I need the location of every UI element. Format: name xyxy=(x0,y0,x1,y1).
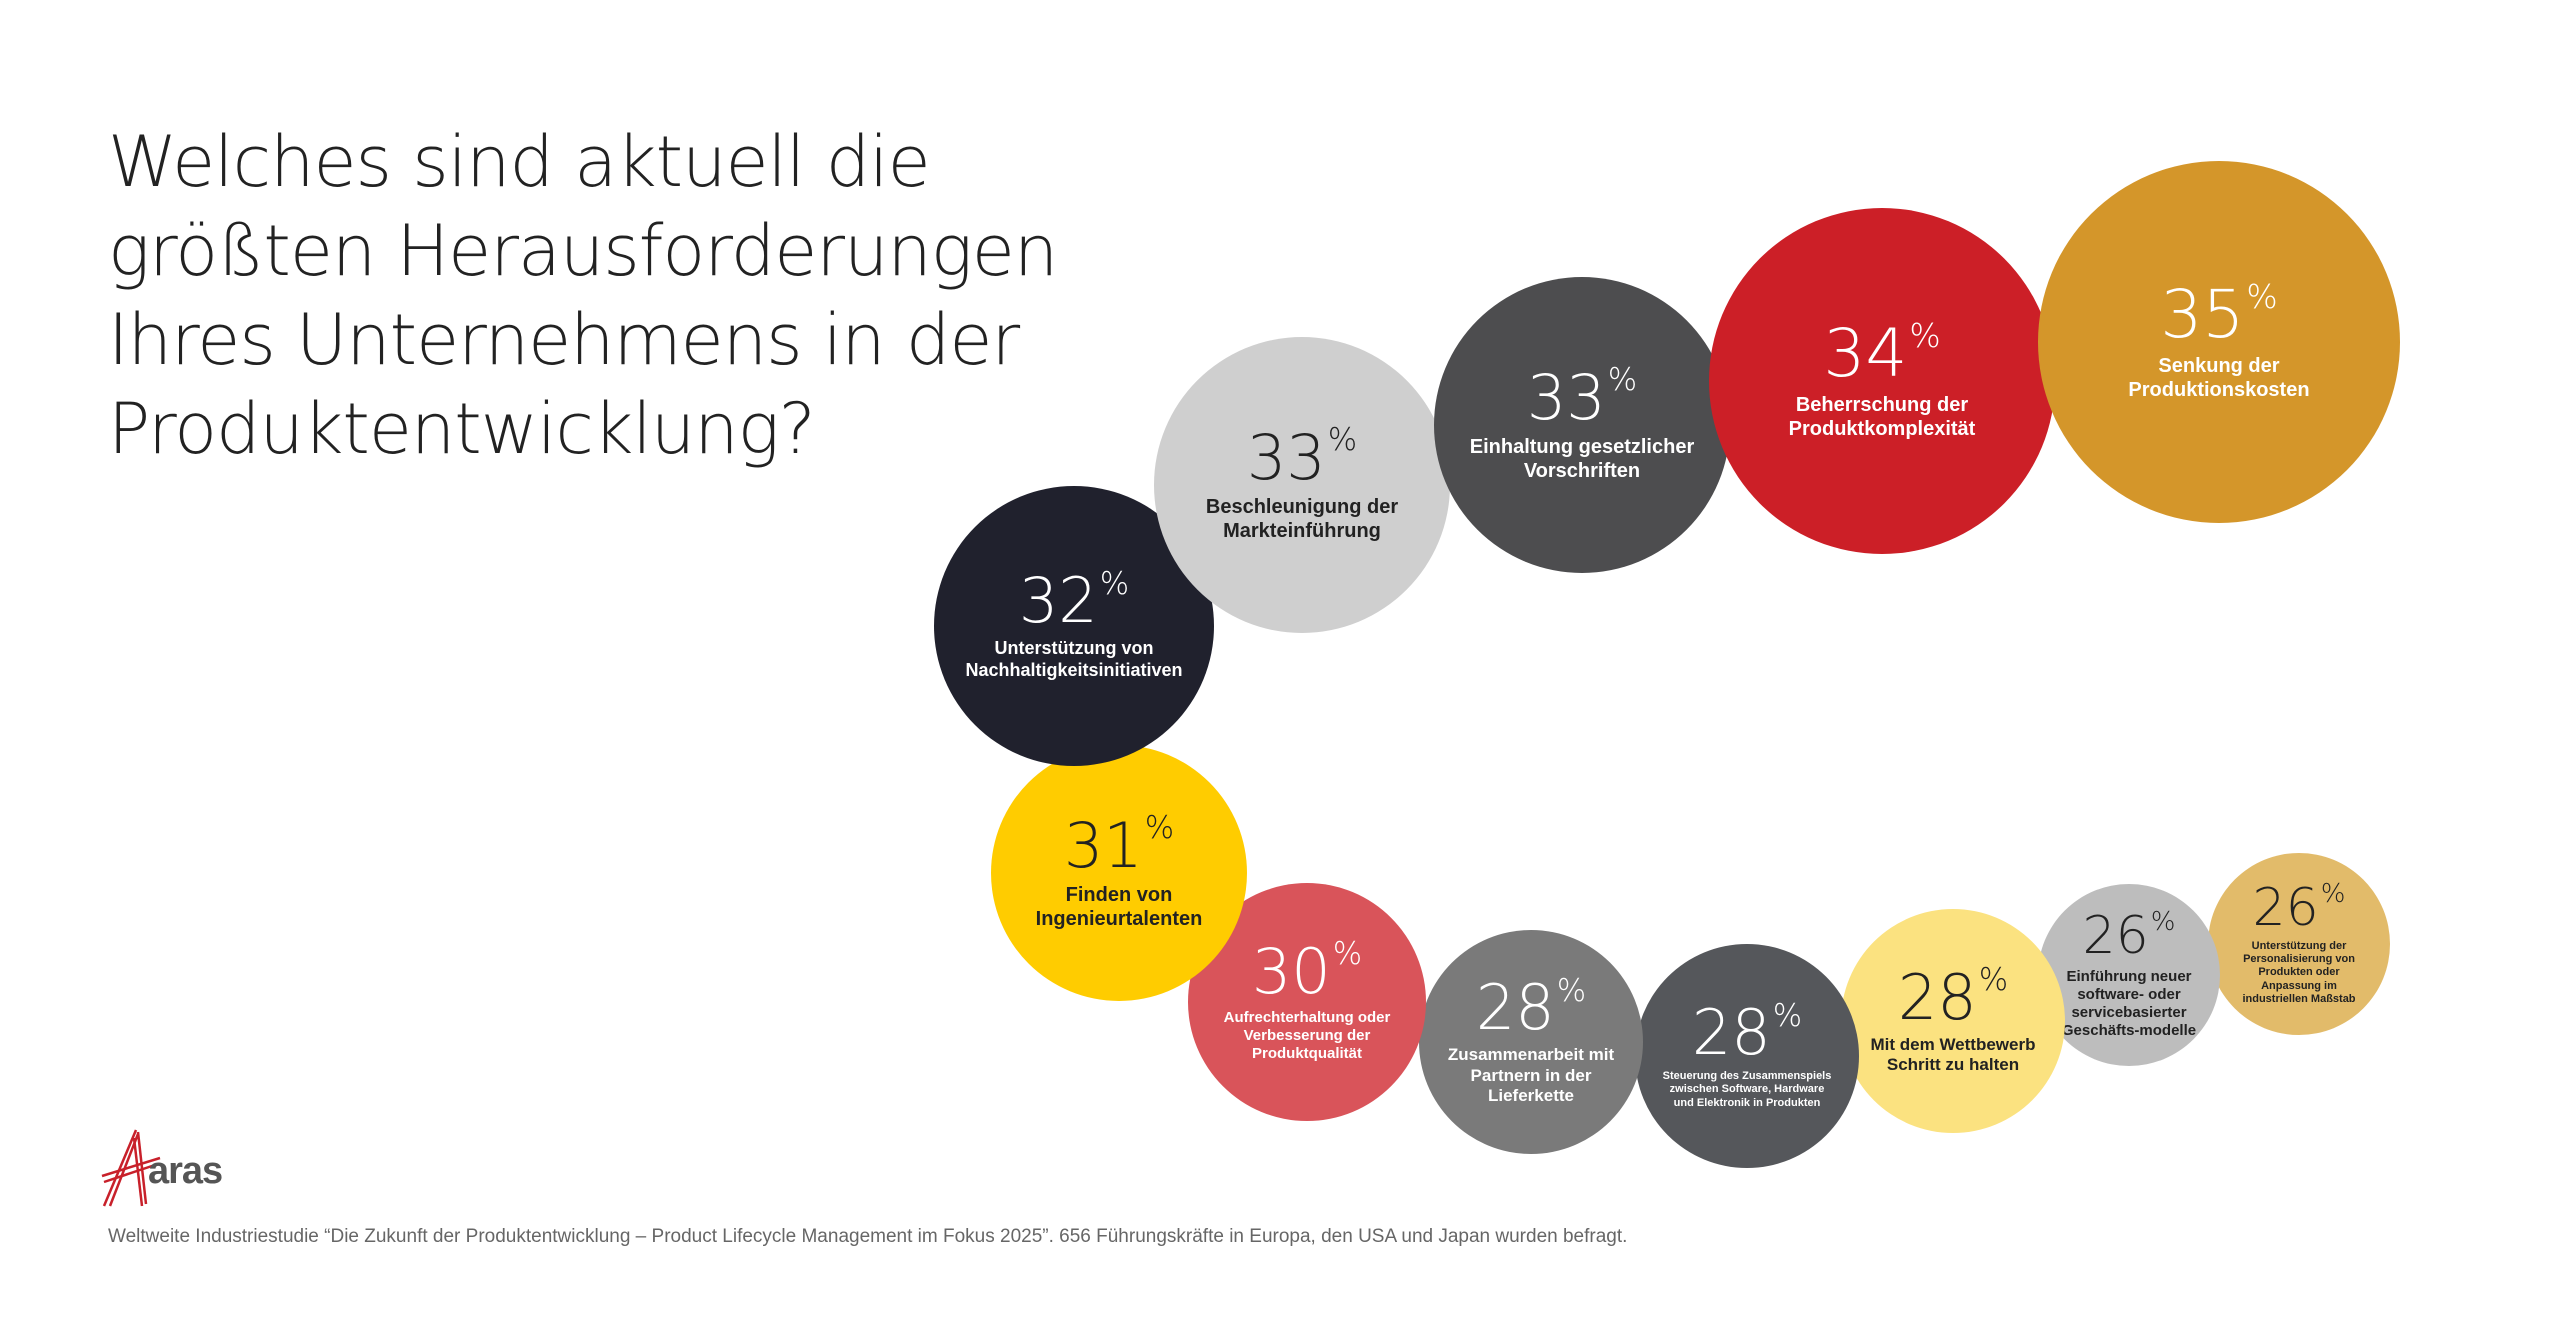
bubble-2: 33% Einhaltung gesetzlicher Vorschriften xyxy=(1434,277,1730,573)
percent-sign: % xyxy=(1144,810,1175,847)
bubble-label: Senkung der Produktionskosten xyxy=(2128,355,2310,401)
bubble-label: Finden von Ingenieurtalenten xyxy=(1035,884,1203,930)
bubble-3: 33% Beschleunigung der Markteinführung xyxy=(1154,337,1450,633)
percent-sign: % xyxy=(1332,936,1363,973)
percent-sign: % xyxy=(1909,316,1941,356)
bubble-value: 35% xyxy=(2160,280,2277,348)
bubble-value: 31% xyxy=(1064,813,1174,877)
bubble-label: Unterstützung der Personalisierung von P… xyxy=(2242,940,2356,1005)
percent-sign: % xyxy=(1099,565,1130,602)
aras-logo-icon xyxy=(101,1129,161,1207)
bubble-label: Zusammenarbeit mit Partnern in der Liefe… xyxy=(1447,1045,1615,1106)
bubble-label: Steuerung des Zusammenspiels zwischen So… xyxy=(1662,1070,1832,1109)
bubble-11: 26% Unterstützung der Personalisierung vo… xyxy=(2208,853,2390,1035)
bubble-5: 31% Finden von Ingenieurtalenten xyxy=(991,745,1247,1001)
bubble-value: 34% xyxy=(1823,319,1940,387)
footnote: Weltweite Industriestudie “Die Zukunft d… xyxy=(108,1226,1628,1247)
bubble-1: 34% Beherrschung der Produktkomplexität xyxy=(1709,208,2055,554)
bubble-value: 33% xyxy=(1247,425,1357,489)
value-number: 26 xyxy=(2252,878,2319,939)
value-number: 28 xyxy=(1897,960,1977,1034)
bubble-label: Mit dem Wettbewerb Schritt zu halten xyxy=(1870,1034,2036,1074)
percent-sign: % xyxy=(1607,362,1638,399)
value-number: 26 xyxy=(2082,906,2149,966)
bubble-value: 30% xyxy=(1252,939,1362,1003)
bubble-value: 28% xyxy=(1898,965,2008,1029)
percent-sign: % xyxy=(2320,878,2346,909)
value-number: 34 xyxy=(1823,315,1908,392)
percent-sign: % xyxy=(1327,422,1358,459)
bubble-label: Aufrechterhaltung oder Verbesserung der … xyxy=(1223,1009,1391,1062)
percent-sign: % xyxy=(1556,972,1587,1009)
value-number: 33 xyxy=(1246,421,1326,494)
value-number: 33 xyxy=(1526,361,1606,434)
bubble-label: Unterstützung von Nachhaltigkeitsinitiat… xyxy=(965,638,1183,680)
page-title: Welches sind aktuell die größten Herausf… xyxy=(108,121,1058,470)
bubble-value: 26% xyxy=(2083,906,2176,962)
percent-sign: % xyxy=(1772,997,1803,1034)
percent-sign: % xyxy=(2246,277,2278,317)
value-number: 28 xyxy=(1475,971,1555,1045)
value-number: 31 xyxy=(1063,809,1143,882)
bubble-9: 28% Mit dem Wettbewerb Schritt zu halten xyxy=(1841,909,2065,1133)
percent-sign: % xyxy=(2150,906,2176,937)
bubble-label: Beherrschung der Produktkomplexität xyxy=(1788,394,1976,440)
bubble-value: 28% xyxy=(1692,1000,1802,1064)
bubble-8: 28% Steuerung des Zusammenspiels zwischen… xyxy=(1635,944,1859,1168)
logo-text: aras xyxy=(148,1150,223,1192)
bubble-label: Beschleunigung der Markteinführung xyxy=(1205,496,1399,542)
bubble-value: 28% xyxy=(1476,975,1586,1039)
value-number: 30 xyxy=(1251,935,1331,1008)
bubble-10: 26% Einführung neuer software- oder servi… xyxy=(2038,884,2220,1066)
bubble-0: 35% Senkung der Produktionskosten xyxy=(2038,161,2400,523)
value-number: 35 xyxy=(2160,276,2245,353)
bubble-label: Einführung neuer software- oder serviceb… xyxy=(2061,968,2197,1039)
bubble-value: 26% xyxy=(2253,878,2346,934)
bubble-6: 30% Aufrechterhaltung oder Verbesserung d… xyxy=(1188,883,1426,1121)
bubble-label: Einhaltung gesetzlicher Vorschriften xyxy=(1469,436,1695,482)
bubble-7: 28% Zusammenarbeit mit Partnern in der Li… xyxy=(1419,930,1643,1154)
value-number: 28 xyxy=(1691,996,1771,1070)
value-number: 32 xyxy=(1018,564,1098,638)
bubble-value: 32% xyxy=(1019,568,1129,632)
bubble-value: 33% xyxy=(1527,365,1637,429)
percent-sign: % xyxy=(1978,962,2009,999)
